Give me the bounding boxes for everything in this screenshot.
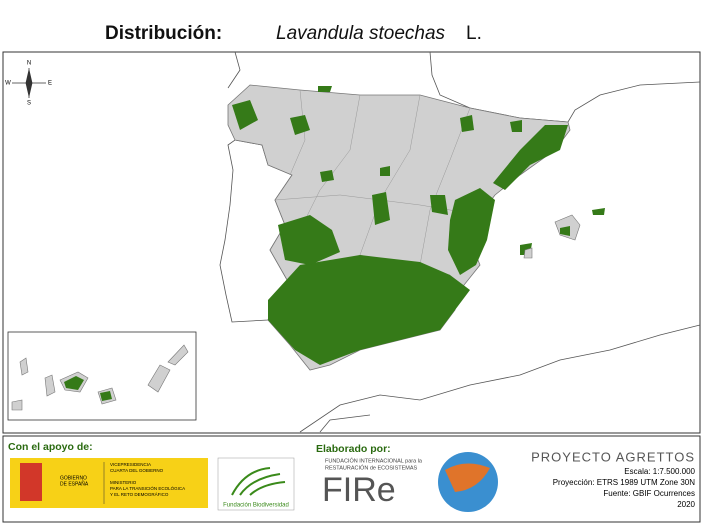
gobierno-line: DE ESPAÑA: [60, 480, 89, 487]
fire-logo-text: FIRe: [322, 471, 396, 509]
mallorca-area: [560, 226, 570, 236]
species-name: Lavandula stoechas: [276, 23, 446, 44]
fundacion-name: Fundación Biodiversidad: [223, 503, 289, 509]
fire-globe-land: [445, 463, 490, 492]
fuente: Fuente: GBIF Ocurrences: [603, 489, 695, 498]
ministerio-line: MINISTERIO: [110, 480, 137, 485]
fundacion-logo: [217, 457, 295, 511]
ministerio-line: PARA LA TRANSICIÓN ECOLÓGICA: [110, 485, 185, 491]
gobierno-logo: [10, 458, 208, 508]
escala: Escala: 1:7.500.000: [624, 467, 695, 476]
support-label: Con el apoyo de:: [8, 441, 93, 453]
distribution-areas: [232, 86, 568, 365]
fundacion-grass: [231, 467, 286, 496]
fire-org-line: RESTAURACIÓN de ECOSISTEMAS: [325, 464, 418, 471]
compass-w: W: [5, 81, 11, 87]
coat-of-arms: [20, 463, 42, 501]
elaborado-label: Elaborado por:: [316, 443, 391, 455]
gobierno-line: GOBIERNO: [60, 475, 87, 481]
coast-line: [227, 51, 241, 89]
proyecto-name: PROYECTO AGRETTOS: [531, 449, 695, 464]
year: 2020: [677, 500, 695, 509]
compass-s: S: [27, 101, 31, 107]
compass-e: E: [48, 81, 52, 87]
vicepresidencia-line: CUARTA DEL GOBIERNO: [110, 468, 164, 473]
species-author: L.: [466, 23, 482, 44]
africa-border: [319, 414, 371, 433]
ibiza: [523, 247, 533, 259]
compass-n: N: [27, 61, 31, 67]
tenerife-area: [64, 376, 84, 390]
menorca: [592, 208, 605, 215]
fire-org-line: FUNDACIÓN INTERNACIONAL para la: [325, 457, 423, 464]
title-label: Distribución:: [105, 23, 222, 44]
proyeccion: Proyección: ETRS 1989 UTM Zone 30N: [553, 478, 696, 487]
ministerio-line: Y EL RETO DEMOGRÁFICO: [110, 491, 169, 497]
compass: [12, 68, 46, 98]
africa-coast: [299, 324, 701, 433]
vicepresidencia-line: VICEPRESIDENCIA: [110, 462, 151, 467]
canary-inset: [7, 331, 197, 421]
gran-canaria-area: [100, 391, 112, 401]
